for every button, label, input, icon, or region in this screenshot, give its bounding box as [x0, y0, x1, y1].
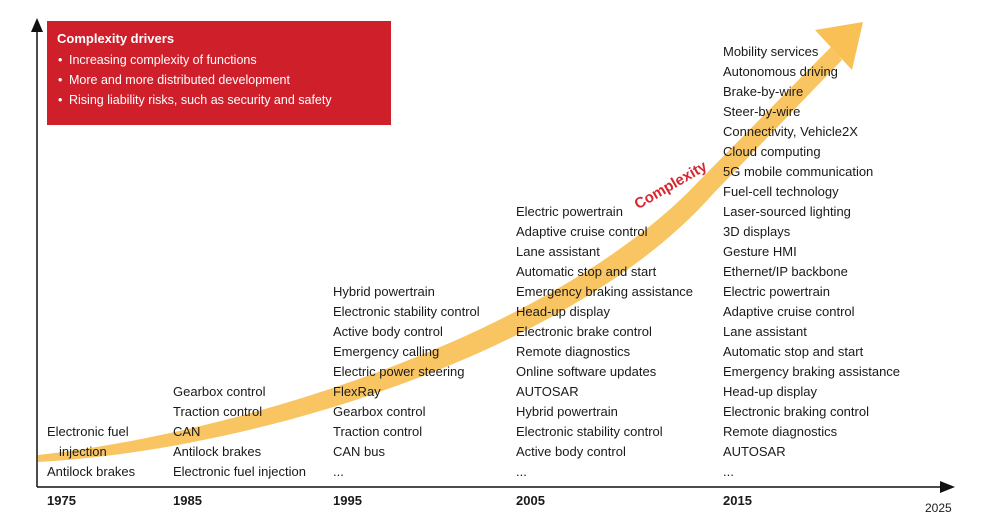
feature-item: Automatic stop and start — [516, 264, 657, 279]
complexity-drivers-box: Complexity drivers Increasing complexity… — [47, 21, 391, 125]
feature-item: Gearbox control — [333, 404, 426, 419]
feature-item: Traction control — [333, 424, 423, 439]
feature-item: Cloud computing — [723, 144, 821, 159]
feature-item: Electronic brake control — [516, 324, 652, 339]
feature-item: Electronic stability control — [516, 424, 663, 439]
feature-item: Adaptive cruise control — [723, 304, 855, 319]
feature-item: ... — [333, 464, 344, 479]
axis-end-label: 2025 — [925, 501, 952, 515]
feature-item: Brake-by-wire — [723, 84, 804, 99]
feature-item: ... — [516, 464, 527, 479]
feature-item: Lane assistant — [516, 244, 600, 259]
feature-item: Fuel-cell technology — [723, 184, 839, 199]
column-1995: Hybrid powertrain Electronic stability co… — [333, 282, 480, 482]
complexity-arrow-head — [815, 22, 863, 70]
feature-item: Hybrid powertrain — [333, 284, 435, 299]
feature-item: Steer-by-wire — [723, 104, 801, 119]
x-axis-arrowhead — [940, 481, 955, 493]
feature-item: Connectivity, Vehicle2X — [723, 124, 858, 139]
feature-item: AUTOSAR — [516, 384, 579, 399]
feature-item: Electronic fuel injection — [173, 464, 306, 479]
feature-item: Automatic stop and start — [723, 344, 864, 359]
feature-item: Ethernet/IP backbone — [723, 264, 848, 279]
y-axis-arrowhead — [31, 18, 43, 32]
feature-item: Emergency braking assistance — [723, 364, 901, 379]
feature-item: Electronic stability control — [333, 304, 480, 319]
drivers-list: Increasing complexity of functions More … — [57, 50, 381, 110]
feature-item: 5G mobile communication — [723, 164, 874, 179]
feature-item: Autonomous driving — [723, 64, 838, 79]
feature-item: Adaptive cruise control — [516, 224, 648, 239]
feature-item: Electric power steering — [333, 364, 465, 379]
feature-item: Remote diagnostics — [723, 424, 838, 439]
column-2005: Electric powertrain Adaptive cruise contr… — [516, 202, 693, 482]
feature-item: Online software updates — [516, 364, 657, 379]
feature-item: Traction control — [173, 404, 263, 419]
feature-item: Electric powertrain — [516, 204, 623, 219]
feature-item: Active body control — [516, 444, 626, 459]
feature-item: Emergency braking assistance — [516, 284, 694, 299]
year-label: 2015 — [723, 493, 752, 508]
driver-item: Rising liability risks, such as security… — [57, 90, 381, 110]
feature-item: Head-up display — [723, 384, 817, 399]
feature-item: Lane assistant — [723, 324, 807, 339]
feature-item: 3D displays — [723, 224, 791, 239]
feature-item: Antilock brakes — [47, 464, 136, 479]
feature-item: Hybrid powertrain — [516, 404, 618, 419]
feature-item: CAN — [173, 424, 201, 439]
feature-item: AUTOSAR — [723, 444, 786, 459]
feature-item: Gearbox control — [173, 384, 266, 399]
feature-item: Electronic fuel — [47, 424, 129, 439]
feature-item: Electronic braking control — [723, 404, 869, 419]
year-label: 2005 — [516, 493, 545, 508]
feature-item: Emergency calling — [333, 344, 440, 359]
column-1975: Electronic fuel injection Antilock brakes — [47, 422, 135, 482]
feature-item: Mobility services — [723, 44, 819, 59]
year-label: 1975 — [47, 493, 76, 508]
column-1985: Gearbox control Traction control CAN Antilo… — [173, 382, 306, 482]
year-label: 1985 — [173, 493, 202, 508]
feature-item: ... — [723, 464, 734, 479]
feature-item: CAN bus — [333, 444, 386, 459]
feature-item: Laser-sourced lighting — [723, 204, 851, 219]
feature-item: Electric powertrain — [723, 284, 830, 299]
feature-item: Antilock brakes — [173, 444, 262, 459]
column-2015: Mobility services Autonomous driving Brake… — [723, 42, 900, 482]
feature-item: injection — [59, 444, 107, 459]
driver-item: Increasing complexity of functions — [57, 50, 381, 70]
drivers-title: Complexity drivers — [57, 31, 175, 46]
feature-item: Gesture HMI — [723, 244, 797, 259]
feature-item: Active body control — [333, 324, 443, 339]
year-label: 1995 — [333, 493, 362, 508]
feature-item: Remote diagnostics — [516, 344, 631, 359]
feature-item: Head-up display — [516, 304, 610, 319]
driver-item: More and more distributed development — [57, 70, 381, 90]
feature-item: FlexRay — [333, 384, 381, 399]
